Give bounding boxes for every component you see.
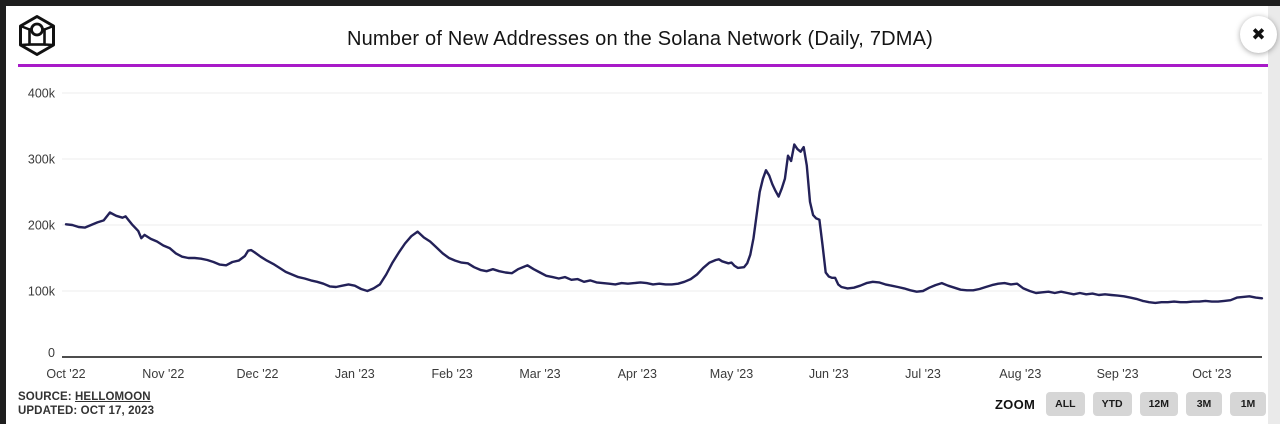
chart-plot-area[interactable]: 400k 300k 200k 100k 0 Oct '22 Nov '22 Dec '22 Ja… [0, 72, 1280, 384]
x-axis-label: Dec '22 [237, 367, 279, 381]
window-left-border [0, 0, 6, 424]
x-axis-label: Sep '23 [1097, 367, 1139, 381]
x-axis-label: Feb '23 [431, 367, 472, 381]
window-right-strip [1268, 6, 1280, 424]
zoom-range-button-1m[interactable]: 1M [1230, 392, 1266, 416]
y-axis-label: 400k [28, 87, 56, 101]
block-cube-logo-icon [19, 15, 55, 56]
zoom-range-button-ytd[interactable]: YTD [1092, 392, 1132, 416]
zoom-range-button-3m[interactable]: 3M [1186, 392, 1222, 416]
x-axis-label: May '23 [710, 367, 753, 381]
x-axis-label: Jul '23 [905, 367, 941, 381]
source-label: SOURCE: [18, 391, 72, 403]
zoom-range-button-12m[interactable]: 12M [1139, 392, 1178, 416]
page-title: Number of New Addresses on the Solana Ne… [346, 28, 934, 50]
x-axis-label: Oct '22 [46, 367, 85, 381]
close-button[interactable]: ✖ [1240, 16, 1277, 53]
zoom-range-button-all[interactable]: ALL [1046, 392, 1085, 416]
data-line-series [64, 143, 1264, 305]
x-axis-label: Jun '23 [809, 367, 849, 381]
source-link[interactable]: HELLOMOON [75, 391, 151, 403]
x-axis-label: Mar '23 [519, 367, 560, 381]
close-icon: ✖ [1251, 24, 1266, 44]
y-axis-label: 100k [28, 285, 56, 299]
y-axis-label: 300k [28, 153, 56, 167]
x-axis-label: Apr '23 [618, 367, 657, 381]
window-top-border [0, 0, 1280, 6]
x-axis-label: Aug '23 [999, 367, 1041, 381]
zoom-controls: ZOOM ALL YTD 12M 3M 1M [995, 392, 1266, 416]
accent-divider [18, 64, 1268, 67]
x-axis-label: Nov '22 [142, 367, 184, 381]
y-axis-label: 200k [28, 219, 56, 233]
y-axis-label: 0 [48, 346, 55, 360]
x-axis-label: Oct '23 [1192, 367, 1231, 381]
updated-line: UPDATED: OCT 17, 2023 [18, 405, 155, 417]
source-line: SOURCE: HELLOMOON [18, 390, 154, 404]
x-axis-label: Jan '23 [335, 367, 375, 381]
zoom-label: ZOOM [994, 396, 1036, 412]
source-attribution: SOURCE: HELLOMOON UPDATED: OCT 17, 2023 [18, 390, 154, 418]
